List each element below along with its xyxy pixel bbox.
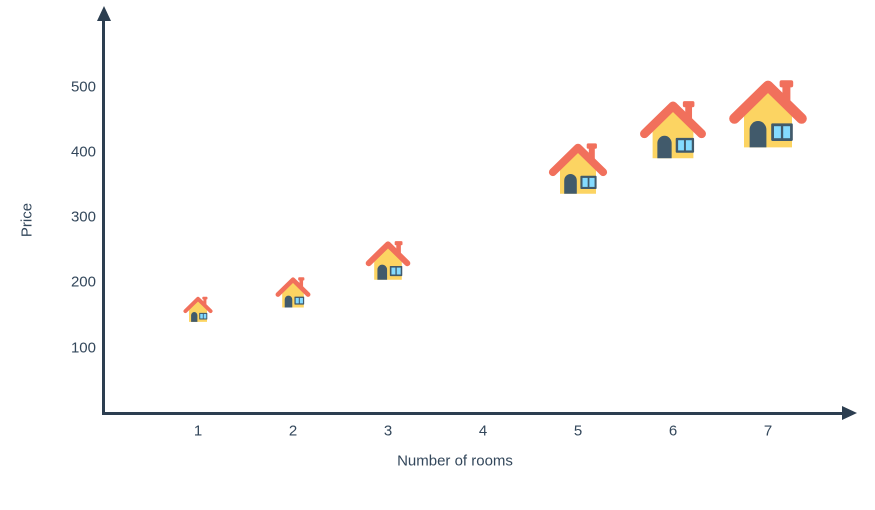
house-icon [275,277,311,308]
y-tick-label: 100 [70,339,96,357]
y-axis-title: Price [18,202,36,238]
x-axis-line [102,411,844,415]
y-tick-label: 200 [70,273,96,291]
house-icon [640,101,706,159]
x-tick-label: 7 [763,422,773,440]
x-axis-title: Number of rooms [397,452,513,470]
x-axis-arrowhead-icon [842,406,857,420]
house-icon [183,296,213,322]
y-axis-line [102,16,105,414]
house-icon [729,79,807,148]
house-icon [548,143,608,194]
x-tick-label: 5 [573,422,583,440]
y-axis-arrowhead-icon [96,6,111,21]
x-tick-label: 1 [193,422,203,440]
x-tick-label: 6 [668,422,678,440]
x-tick-label: 3 [383,422,393,440]
x-tick-label: 2 [288,422,298,440]
x-tick-label: 4 [478,422,488,440]
house-icon [365,240,411,280]
y-tick-label: 400 [70,143,96,161]
y-tick-label: 500 [70,78,96,95]
y-tick-label: 300 [70,208,96,226]
